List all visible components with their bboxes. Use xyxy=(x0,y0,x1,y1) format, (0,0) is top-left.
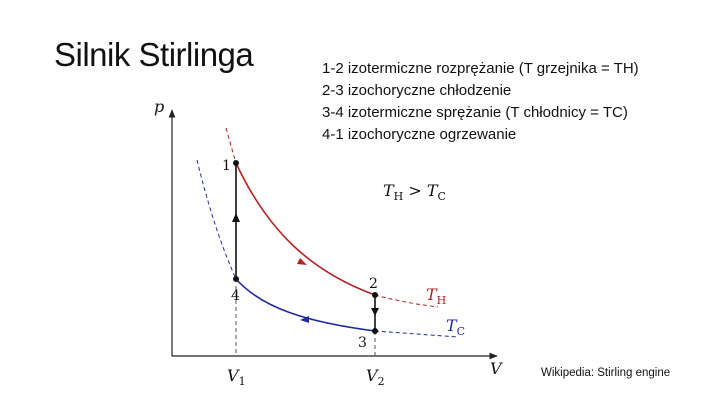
state-point-4 xyxy=(233,276,239,282)
state-label-2: 2 xyxy=(369,276,378,292)
state-label-4: 4 xyxy=(231,288,240,304)
cold-isotherm-label: TC xyxy=(446,316,465,338)
hot-isotherm-1-2 xyxy=(235,162,376,296)
cold-isotherm-arrowhead xyxy=(300,316,309,323)
state-label-1: 1 xyxy=(222,158,231,174)
step-1-2: 1-2 izotermiczne rozprężanie (T grzejnik… xyxy=(322,60,639,77)
isochore-2-3-arrowhead xyxy=(371,308,379,316)
step-3-4: 3-4 izotermiczne sprężanie (T chłodnicy … xyxy=(322,104,628,121)
step-4-1: 4-1 izochoryczne ogrzewanie xyxy=(322,126,517,143)
v-axis-label: V xyxy=(490,359,503,378)
state-point-2 xyxy=(372,292,378,298)
source-credit: Wikipedia: Stirling engine xyxy=(541,367,671,379)
hot-isotherm-label: TH xyxy=(426,285,446,307)
state-point-3 xyxy=(372,328,378,334)
tick-v2: V2 xyxy=(366,366,385,388)
hot-isotherm-extension-left xyxy=(225,127,237,164)
step-2-3: 2-3 izochoryczne chłodzenie xyxy=(322,82,512,99)
cold-isotherm-extension-left xyxy=(196,159,237,280)
hot-isotherm-arrowhead xyxy=(297,258,307,265)
cold-isotherm-extension-right xyxy=(374,330,459,338)
hot-isotherm-extension-right xyxy=(374,294,439,308)
state-label-3: 3 xyxy=(358,335,367,351)
state-point-1 xyxy=(233,160,239,166)
isochore-4-1-arrowhead xyxy=(232,213,240,222)
temperature-relation: TH > TC xyxy=(383,181,446,203)
tick-v1: V1 xyxy=(227,366,246,388)
slide-title: Silnik Stirlinga xyxy=(54,36,254,73)
process-steps-list: 1-2 izotermiczne rozprężanie (T grzejnik… xyxy=(322,58,639,146)
p-axis-label: p xyxy=(154,97,164,116)
cold-isotherm-3-4 xyxy=(235,278,376,332)
